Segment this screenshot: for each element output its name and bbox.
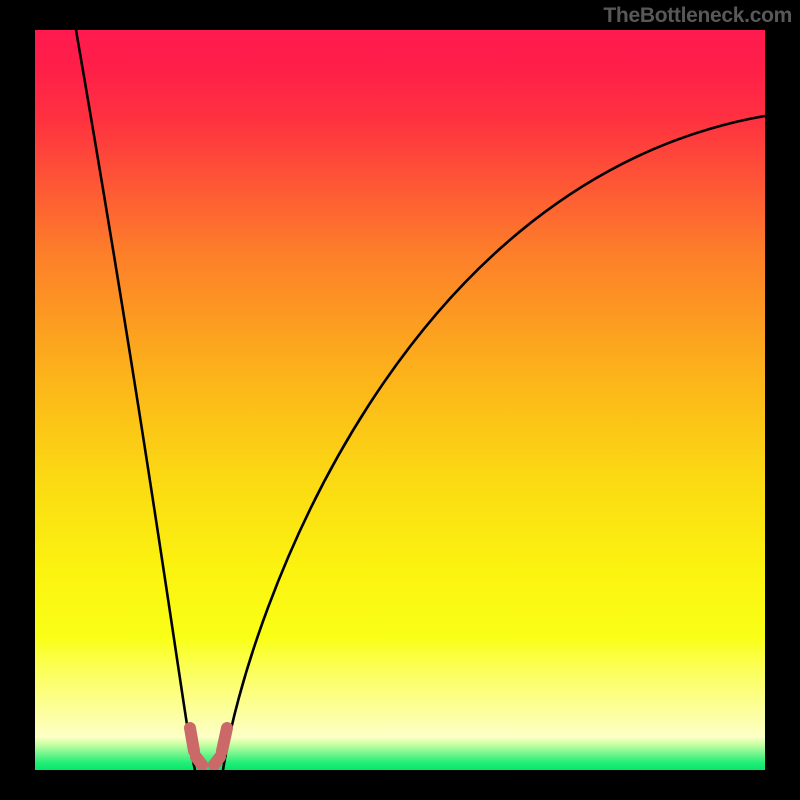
watermark-text: TheBottleneck.com [603, 4, 792, 28]
chart-frame: TheBottleneck.com [0, 0, 800, 800]
plot-area [35, 30, 765, 770]
chart-background [35, 30, 765, 770]
chart-svg [35, 30, 765, 770]
